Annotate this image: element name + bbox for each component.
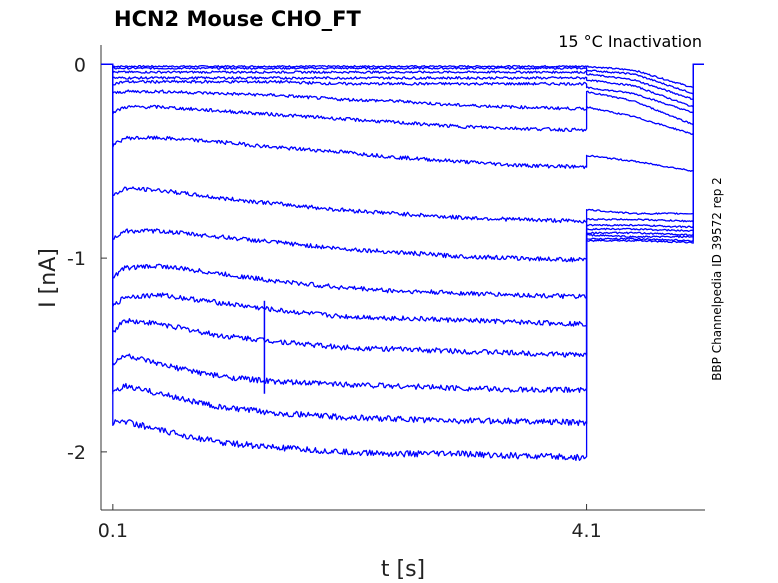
current-trace-3 — [101, 63, 704, 101]
ticks: 0.1 4.1 0 -1 -2 — [67, 54, 602, 542]
y-tick-label: -1 — [67, 248, 86, 270]
current-trace-10 — [101, 63, 704, 263]
current-trace-16 — [101, 63, 704, 462]
current-traces — [101, 63, 704, 462]
current-trace-5 — [101, 63, 704, 114]
x-tick-label: 4.1 — [571, 520, 601, 542]
current-trace-13 — [101, 63, 704, 358]
current-trace-7 — [101, 63, 704, 136]
chart-annotation: 15 °C Inactivation — [558, 32, 702, 51]
current-trace-1 — [101, 63, 704, 88]
current-trace-12 — [101, 63, 704, 327]
current-trace-6 — [101, 63, 704, 126]
y-tick-label: 0 — [74, 54, 86, 76]
current-trace-4 — [101, 63, 704, 108]
y-tick-label: -2 — [67, 442, 86, 464]
x-tick-label: 0.1 — [98, 520, 128, 542]
y-axis-label: I [nA] — [36, 248, 61, 308]
chart-title: HCN2 Mouse CHO_FT — [114, 7, 361, 31]
x-axis-label: t [s] — [381, 557, 425, 582]
current-trace-2 — [101, 63, 704, 95]
current-trace-9 — [101, 63, 704, 224]
current-trace-11 — [101, 63, 704, 300]
current-trace-15 — [101, 63, 704, 427]
current-trace-8 — [101, 63, 704, 172]
side-label: BBP Channelpedia ID 39572 rep 2 — [710, 177, 724, 381]
axes — [100, 45, 705, 511]
current-trace-14 — [101, 63, 704, 394]
